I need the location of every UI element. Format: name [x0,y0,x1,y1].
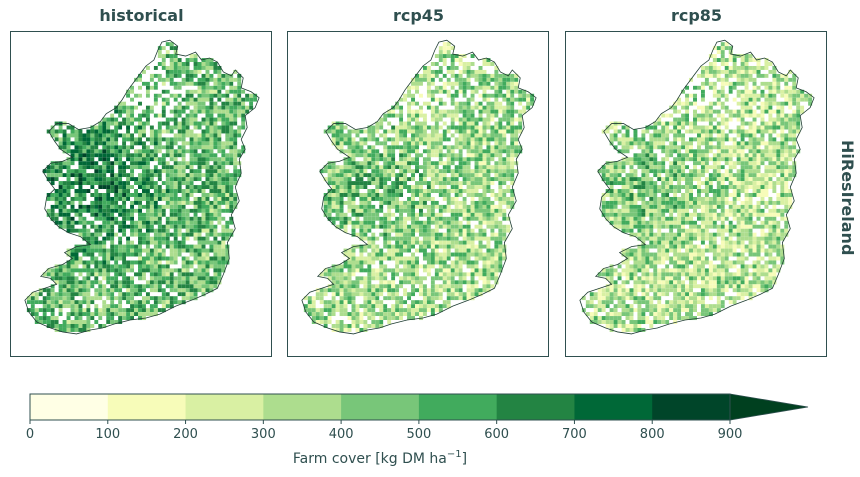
map-panel-rcp85 [565,31,827,357]
ireland-map-rcp45 [301,39,537,335]
colorbar-segment [107,394,187,420]
colorbar-tick-label: 900 [718,427,743,442]
ireland-coastline [24,39,260,335]
colorbar-tick-label: 400 [329,427,354,442]
colorbar-segment [263,394,342,420]
colorbar-tick-label: 200 [173,427,198,442]
colorbar-tick-label: 600 [484,427,509,442]
colorbar-tick-label: 300 [251,427,276,442]
farm-cover-cells [26,42,258,332]
colorbar-segment [30,394,109,420]
ireland-coastline [301,39,537,335]
colorbar-segment [341,394,420,420]
colorbar-label: Farm cover [kg DM ha−1] [293,449,467,467]
colorbar-segment [496,394,575,420]
colorbar-tick-label: 500 [406,427,431,442]
colorbar-segment [185,394,264,420]
colorbar-tick-label: 100 [95,427,120,442]
panel-title-rcp45: rcp45 [392,6,445,25]
colorbar-segment [652,394,731,420]
panel-title-rcp85: rcp85 [670,6,723,25]
map-panel-rcp45 [287,31,549,357]
farm-cover-cells [303,42,535,332]
colorbar-tick-label: 0 [26,427,34,442]
row-label: HiResIreland [838,140,857,256]
map-panel-historical [10,31,272,357]
colorbar-ticks: 0 100 200 300 400 500 600 700 800 900 [26,420,743,442]
colorbar-segments [30,394,731,420]
ireland-map-historical [24,39,260,335]
farm-cover-cells [581,42,813,332]
colorbar-tick-label: 800 [640,427,665,442]
ireland-map-rcp85 [579,39,815,335]
colorbar-segment [418,394,498,420]
ireland-coastline [579,39,815,335]
colorbar-frame [29,393,731,421]
colorbar-tick-label: 700 [562,427,587,442]
panel-title-historical: historical [99,6,184,25]
colorbar-extend-arrow [729,393,809,421]
colorbar-segment [574,394,653,420]
colorbar: 0 100 200 300 400 500 600 700 800 900 Farm cover … [26,393,809,467]
